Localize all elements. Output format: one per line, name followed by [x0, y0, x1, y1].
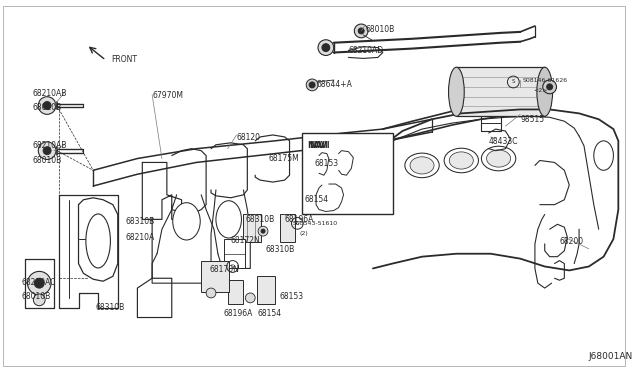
Ellipse shape [173, 203, 200, 240]
Text: 68172N: 68172N [230, 236, 260, 245]
Circle shape [322, 44, 330, 52]
Ellipse shape [216, 201, 241, 238]
Text: FRONT: FRONT [111, 55, 137, 64]
Text: 68120: 68120 [237, 133, 260, 142]
Circle shape [38, 142, 56, 160]
Circle shape [35, 278, 44, 288]
Text: 98515: 98515 [520, 115, 544, 124]
Text: 68010B: 68010B [22, 292, 51, 301]
Text: 68210A: 68210A [125, 233, 155, 242]
Ellipse shape [594, 141, 613, 170]
Circle shape [547, 84, 552, 90]
Ellipse shape [405, 153, 439, 178]
Text: 48433C: 48433C [489, 137, 518, 146]
Text: 68210AB: 68210AB [33, 89, 67, 98]
Ellipse shape [410, 157, 434, 174]
Text: S: S [296, 221, 299, 226]
Text: 68154: 68154 [257, 309, 281, 318]
Circle shape [355, 24, 368, 38]
Text: 68310B: 68310B [265, 245, 294, 254]
Bar [257, 276, 275, 304]
Circle shape [43, 102, 51, 109]
Circle shape [206, 288, 216, 298]
Text: 68210AB: 68210AB [33, 141, 67, 150]
Circle shape [306, 79, 318, 91]
Text: 68010B: 68010B [365, 25, 394, 34]
Circle shape [358, 28, 364, 34]
Circle shape [261, 229, 265, 233]
Text: 68196A: 68196A [285, 215, 314, 224]
Text: (2): (2) [300, 231, 308, 236]
Text: 68153: 68153 [280, 292, 304, 301]
Text: NAVI: NAVI [307, 141, 328, 150]
Bar [456, 67, 545, 116]
Text: 68153: 68153 [314, 158, 338, 167]
Text: S08146-61626: S08146-61626 [522, 78, 567, 83]
Bar [243, 215, 261, 242]
Text: 68210AD: 68210AD [348, 46, 383, 55]
Text: 68210AC: 68210AC [22, 278, 56, 287]
Ellipse shape [537, 67, 552, 116]
Circle shape [28, 272, 51, 295]
Circle shape [38, 97, 56, 114]
Circle shape [33, 294, 45, 306]
Text: 68310B: 68310B [125, 217, 155, 227]
Circle shape [43, 147, 51, 155]
Text: 68310B: 68310B [245, 215, 275, 224]
Text: J68001AN: J68001AN [589, 352, 633, 361]
Bar [280, 215, 296, 242]
Text: 68010B: 68010B [33, 103, 61, 112]
Circle shape [318, 40, 333, 55]
Text: 68310B: 68310B [95, 303, 124, 312]
Circle shape [258, 226, 268, 236]
Circle shape [543, 80, 557, 94]
Text: 68200: 68200 [559, 237, 584, 246]
Text: 68644+A: 68644+A [316, 80, 352, 89]
Ellipse shape [486, 150, 511, 167]
Text: 68175M: 68175M [269, 154, 300, 163]
Text: 68154: 68154 [304, 195, 328, 204]
Circle shape [245, 293, 255, 303]
Circle shape [309, 82, 315, 88]
Bar [302, 133, 392, 215]
Bar [228, 280, 243, 304]
Text: <2>: <2> [533, 88, 547, 93]
Ellipse shape [449, 152, 474, 169]
Ellipse shape [86, 214, 111, 268]
Text: 68196A: 68196A [224, 309, 253, 318]
Text: S08543-51610: S08543-51610 [292, 221, 338, 226]
Text: S: S [231, 264, 234, 269]
Text: 68170N: 68170N [209, 264, 239, 273]
Ellipse shape [444, 148, 479, 173]
Text: S: S [511, 80, 515, 84]
Ellipse shape [481, 146, 516, 171]
Bar [201, 261, 228, 292]
Text: NAVI: NAVI [309, 141, 330, 150]
Bar [224, 239, 245, 269]
Ellipse shape [449, 67, 464, 116]
Text: 68010B: 68010B [33, 155, 61, 164]
Text: 67970M: 67970M [152, 91, 183, 100]
